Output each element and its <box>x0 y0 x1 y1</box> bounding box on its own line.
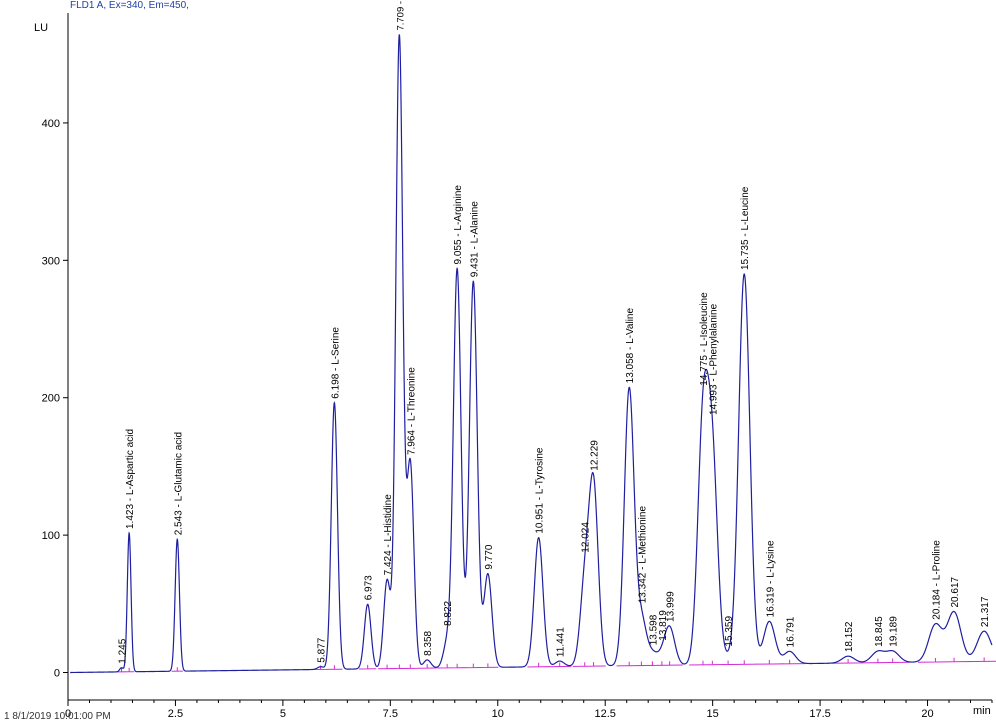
peak-label: 16.791 <box>786 616 797 647</box>
peak-label: 8.358 <box>423 630 434 655</box>
peak-label: 1.423 - L-Aspartic acid <box>125 429 136 529</box>
peak-label: 13.058 - L-Valine <box>625 308 636 384</box>
x-tick-label: 15 <box>707 708 719 720</box>
peak-label: 6.198 - L-Serine <box>330 327 341 399</box>
peak-label: 13.342 - L-Methionine <box>637 506 648 604</box>
y-tick-label: 100 <box>42 530 60 542</box>
x-tick-label: 10 <box>492 708 504 720</box>
peak-label: 21.317 <box>980 596 991 627</box>
x-tick-label: 20 <box>921 708 933 720</box>
signal-header: FLD1 A, Ex=340, Em=450, <box>70 0 189 11</box>
peak-label: 9.431 - L-Alanine <box>469 201 480 278</box>
peak-label: 9.055 - L-Arginine <box>453 185 464 265</box>
peak-label: 13.598 <box>648 614 659 645</box>
peak-label: 10.951 - L-Tyrosine <box>535 447 546 534</box>
x-ticks: 0 2.5 5 7.5 10 12.5 15 17.5 20 <box>65 700 993 720</box>
peak-label: 20.184 - L-Proline <box>931 540 942 620</box>
x-tick-label: 2.5 <box>168 708 183 720</box>
peak-label: 12.024 <box>581 522 592 553</box>
footer-text: 1 8/1/2019 10:01:00 PM <box>4 711 111 722</box>
x-axis-title: min <box>973 705 991 717</box>
x-tick-label: 5 <box>280 708 286 720</box>
peak-label: 14.993 - L-Phenylalanine <box>708 303 719 415</box>
peak-label: 6.973 <box>364 575 375 600</box>
x-tick-label: 17.5 <box>809 708 830 720</box>
integration-baseline <box>116 657 996 673</box>
peak-label: 1.245 <box>118 638 129 663</box>
peak-label: 20.617 <box>950 576 961 607</box>
x-tick-label: 12.5 <box>594 708 615 720</box>
peak-label: 19.189 <box>889 616 900 647</box>
peak-label: 7.964 - L-Threonine <box>406 367 417 455</box>
y-tick-label: 200 <box>42 393 60 405</box>
peak-label: 15.359 <box>724 616 735 647</box>
y-axis-title: LU <box>34 22 48 34</box>
y-ticks: 0 100 200 300 400 <box>42 118 68 680</box>
peak-label: 5.877 <box>317 637 328 662</box>
peak-label: 13.819 <box>658 610 669 641</box>
peak-labels: 1.245 1.423 - L-Aspartic acid 2.543 - L-Gl… <box>118 0 992 664</box>
chart-frame <box>67 13 992 701</box>
x-tick-label: 0 <box>65 708 71 720</box>
peak-label: 2.543 - L-Glutamic acid <box>173 432 184 535</box>
peak-label: 7.424 - L-Histidine <box>383 494 394 576</box>
peak-label: 14.775 - L-Isoleucine <box>699 292 710 386</box>
x-tick-label: 7.5 <box>383 708 398 720</box>
peak-label: 18.152 <box>844 621 855 652</box>
y-tick-label: 300 <box>42 255 60 267</box>
peak-label: 13.999 <box>666 591 677 622</box>
peak-label: 18.845 <box>874 616 885 647</box>
peak-label: 16.319 - L-Lysine <box>765 540 776 617</box>
peak-label: 8.822 <box>443 600 454 625</box>
peak-label: 7.709 - Glycine <box>395 0 406 31</box>
chromatogram-trace <box>70 34 993 674</box>
peak-label: 12.229 <box>590 440 601 471</box>
peak-label: 15.735 - L-Leucine <box>740 186 751 270</box>
y-tick-label: 400 <box>42 118 60 130</box>
peak-label: 9.770 <box>484 544 495 569</box>
y-tick-label: 0 <box>54 668 60 680</box>
peak-label: 11.441 <box>556 627 567 657</box>
